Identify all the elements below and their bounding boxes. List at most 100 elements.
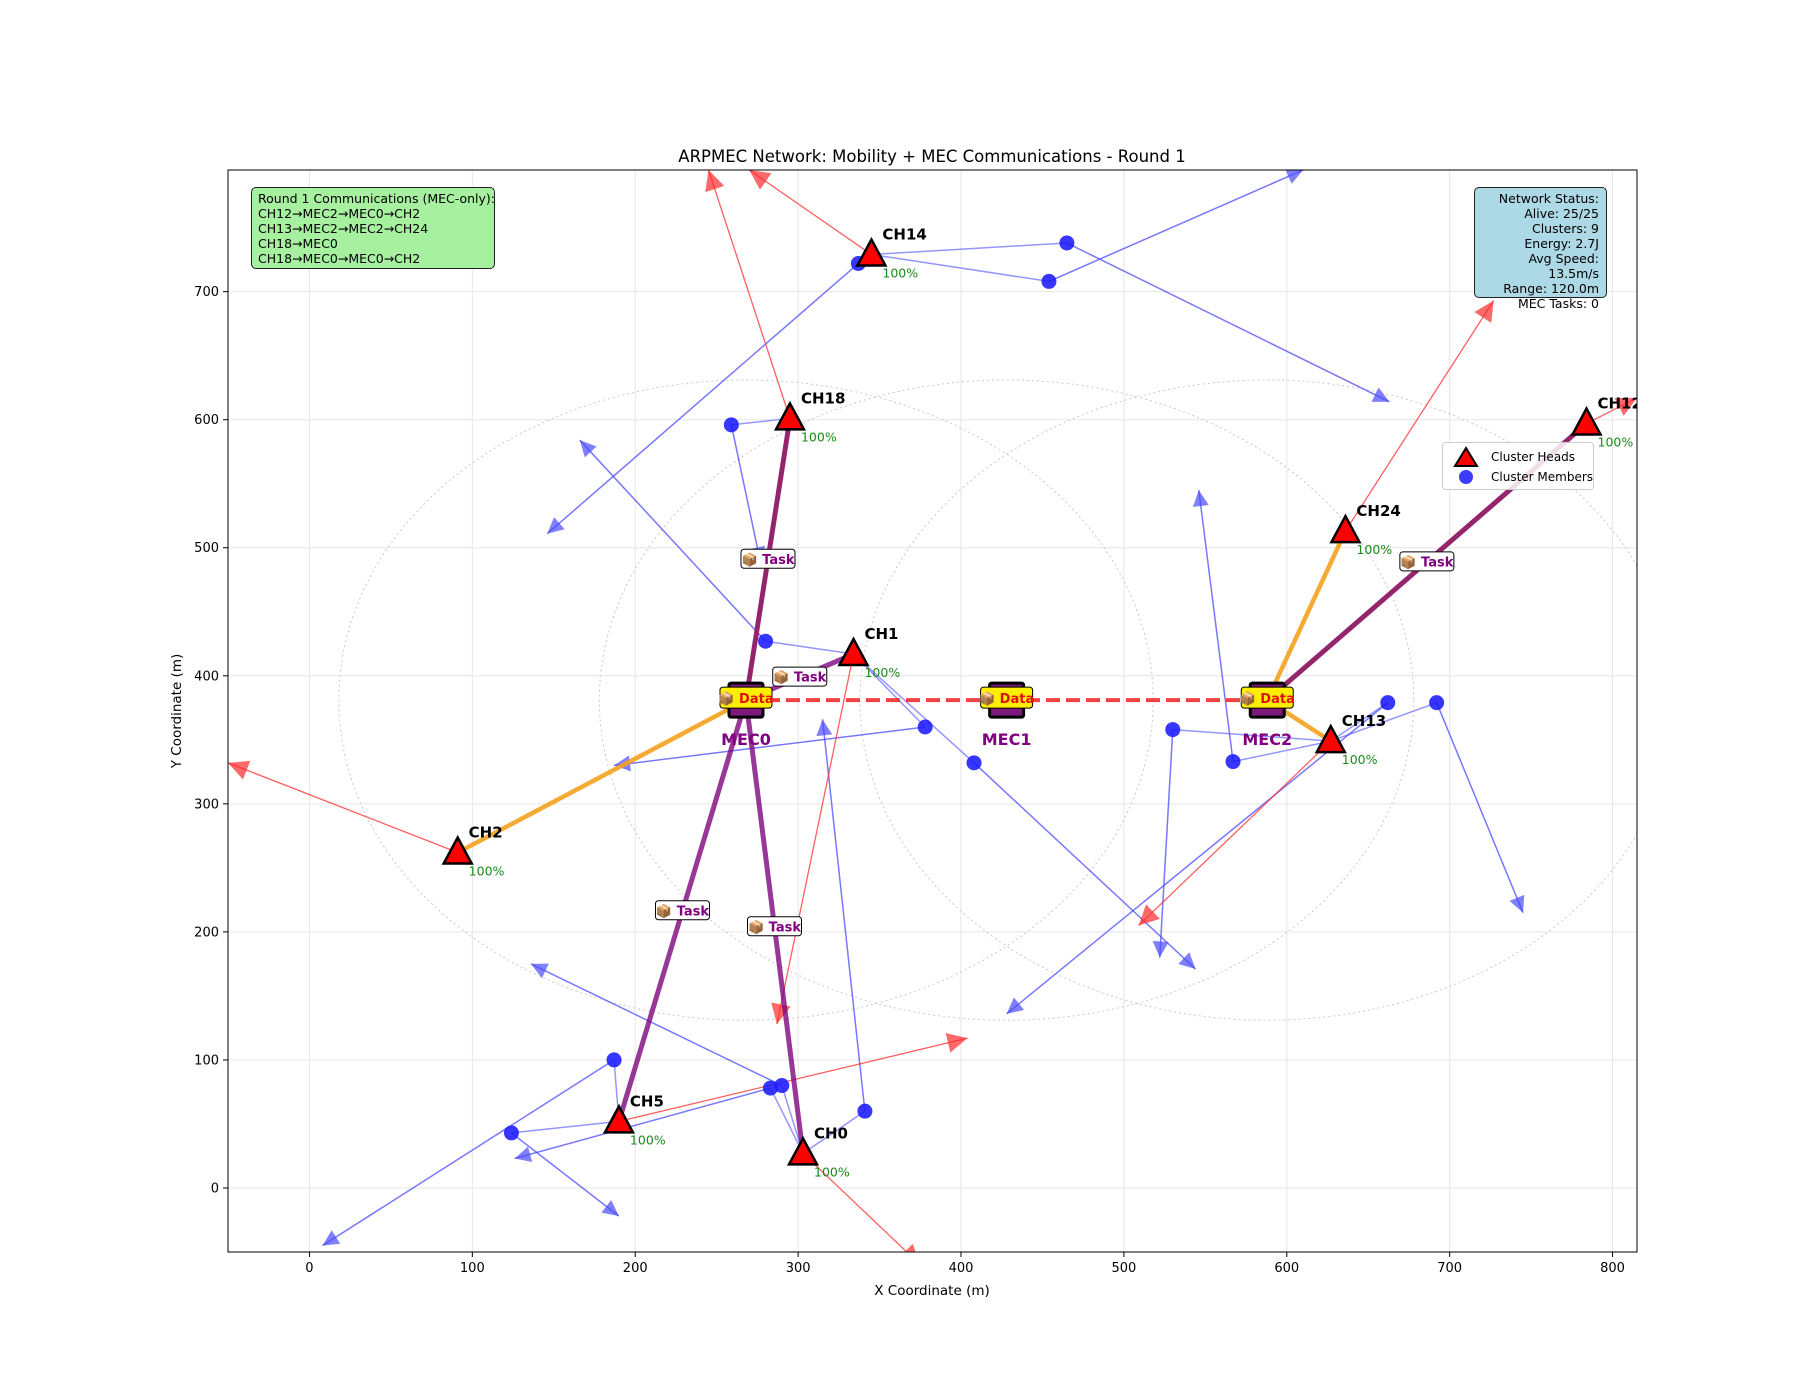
status-energy: Energy: 2.7J [1524, 236, 1599, 251]
cluster-head-name: CH5 [630, 1092, 664, 1110]
member-movement-arrow [1198, 490, 1234, 762]
member-link [765, 640, 854, 655]
cluster-head-name: CH2 [469, 823, 503, 841]
member-movement-arrow-head [1285, 170, 1304, 184]
cluster-head-energy: 100% [864, 665, 900, 680]
task-label-text: 📦 Task [1400, 554, 1453, 570]
y-tick-label: 0 [211, 1181, 219, 1196]
mec-data-label-text: 📦 Data [979, 691, 1034, 707]
legend-label: Cluster Heads [1491, 450, 1576, 464]
cluster-head-marker [1570, 405, 1603, 436]
communications-box: Round 1 Communications (MEC-only): CH12→… [251, 187, 495, 269]
cluster-member-node [1059, 235, 1075, 251]
ch-mec-link [1265, 530, 1348, 702]
ch-movement-arrow-head [228, 760, 251, 780]
x-tick-label: 400 [949, 1261, 974, 1276]
ch-movement-arrow [1344, 300, 1495, 532]
axis-ticks: 0 100 200 300 400 500 600 700 800 0 100 200 300 400 50… [194, 285, 1625, 1276]
task-label-box [654, 900, 710, 921]
member-movement-arrow [730, 424, 762, 564]
ch-movement-arrow-head [1614, 397, 1637, 416]
cluster-head-energy: 100% [1342, 752, 1378, 767]
member-movement-arrow-head [1192, 490, 1209, 507]
x-tick-label: 800 [1600, 1261, 1625, 1276]
gridlines [228, 170, 1637, 1252]
cluster-member-node [774, 1078, 790, 1094]
cluster-head-marker [602, 1103, 636, 1134]
cluster-head: CH18 100% [773, 389, 845, 444]
cluster-head-energy: 100% [1598, 435, 1634, 450]
cluster-head-marker [837, 636, 870, 667]
ch-movement-arrow [228, 762, 458, 854]
cluster-head-energy: 100% [814, 1164, 850, 1179]
task-label: 📦 Task [654, 900, 710, 921]
member-link [802, 1110, 866, 1155]
cluster-head: CH14 100% [855, 226, 927, 281]
ch-movement-arrow [707, 170, 791, 419]
task-label: 📦 Task [746, 916, 802, 937]
cluster-head-energy: 100% [801, 429, 837, 444]
cluster-member-node [503, 1125, 519, 1141]
y-tick-label: 300 [194, 797, 219, 812]
ch-movement-arrow [802, 1152, 908, 1252]
ch-movement-arrow-head [945, 1033, 968, 1053]
ch-movement-arrow-head [705, 170, 725, 193]
member-movement-arrow [1006, 702, 1389, 1015]
plot-frame [227, 169, 1638, 1253]
cluster-member-node [1429, 695, 1445, 711]
cluster-heads: CH0100%CH1100%CH2100%CH5100%CH12100%CH13… [441, 226, 1642, 1179]
member-link [852, 653, 975, 764]
ch-movement-arrow-head [904, 1243, 916, 1252]
task-label-text: 📦 Task [773, 670, 826, 686]
member-movement-arrow-head [1509, 894, 1525, 913]
cluster-member-node [758, 633, 774, 649]
cluster-head: CH12 100% [1570, 395, 1642, 450]
status-clusters: Clusters: 9 [1531, 221, 1599, 236]
cluster-head-marker [1314, 723, 1347, 754]
member-movement-arrow [1158, 729, 1174, 958]
y-tick-label: 200 [194, 925, 219, 940]
mec-data-label-box [719, 686, 773, 709]
member-movement-arrow [1066, 242, 1390, 403]
member-link [769, 1087, 804, 1154]
member-link [1172, 728, 1331, 742]
cluster-member-node [1380, 695, 1396, 711]
ch-movement-arrow [1138, 740, 1332, 926]
member-movement-arrow-head [1371, 387, 1390, 402]
cluster-member-node [1225, 754, 1241, 770]
mec-data-label-box [980, 686, 1034, 709]
task-label-box [1399, 551, 1455, 572]
communication-line: CH18→MEC0 [258, 236, 338, 251]
cluster-head-energy: 100% [630, 1132, 666, 1147]
cluster-head: CH0 100% [786, 1124, 850, 1179]
mec-server-name: MEC2 [1242, 730, 1292, 749]
mec-server-name: MEC0 [721, 730, 771, 749]
task-label-text: 📦 Task [656, 903, 709, 919]
member-movement-arrow-head [1006, 997, 1025, 1014]
cluster-head-marker [441, 834, 474, 865]
member-movement-arrow [514, 1087, 771, 1160]
member-link [1330, 702, 1389, 742]
mec-data-label-text: 📦 Data [718, 691, 773, 707]
member-movement-arrow-head [514, 1146, 533, 1162]
cluster-head: CH1 100% [837, 625, 900, 680]
cluster-head-name: CH12 [1598, 395, 1642, 413]
task-label: 📦 Task [772, 666, 828, 687]
legend-label: Cluster Members [1491, 470, 1594, 484]
cluster-member-node [723, 417, 739, 433]
task-label-box [740, 548, 796, 569]
member-link [511, 1120, 620, 1134]
y-tick-label: 100 [194, 1053, 219, 1068]
cluster-head-name: CH0 [814, 1124, 848, 1142]
member-movement-arrow-head [547, 517, 565, 534]
x-tick-label: 300 [786, 1261, 811, 1276]
ch-mec-links [456, 418, 1588, 855]
cluster-head-name: CH24 [1356, 502, 1400, 520]
movement-arrows [228, 170, 1637, 1252]
legend-entry-cluster-heads: Cluster Heads [1453, 446, 1576, 467]
cluster-member-node [966, 755, 982, 771]
task-label-box [746, 916, 802, 937]
cluster-member-node [857, 1103, 873, 1119]
member-movement-arrow-head [816, 719, 833, 737]
member-link [1232, 740, 1331, 763]
